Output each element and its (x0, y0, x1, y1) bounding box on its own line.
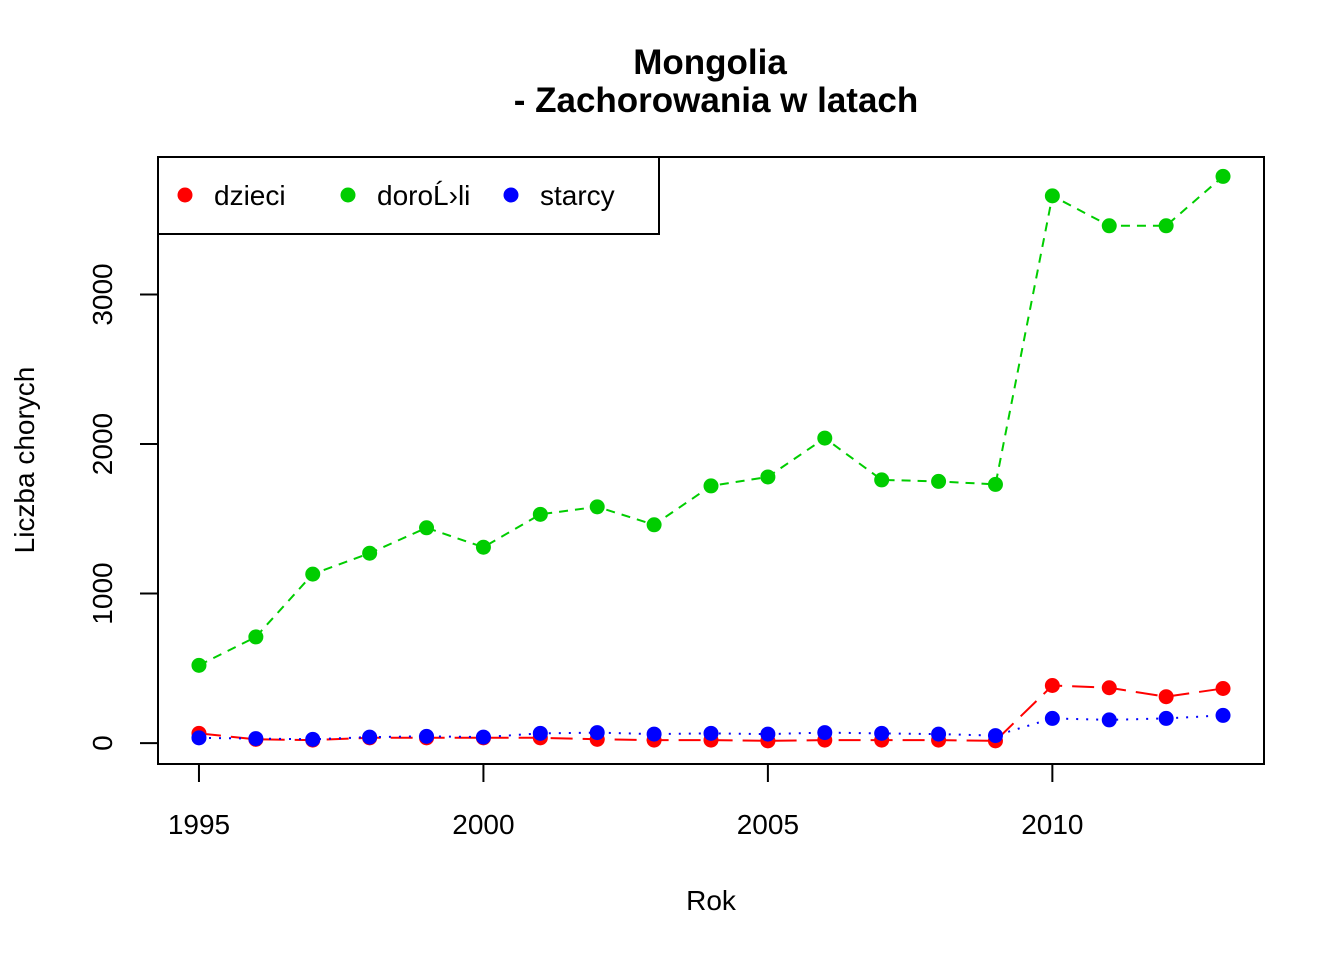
data-point (1158, 710, 1174, 726)
data-point (248, 629, 264, 645)
x-axis: 1995 2000 2005 2010 (168, 763, 1084, 840)
data-point (817, 725, 833, 741)
data-point (191, 730, 207, 746)
data-point (987, 728, 1003, 744)
legend-marker (503, 187, 519, 203)
data-point (760, 469, 776, 485)
data-point (874, 725, 890, 741)
data-point (703, 478, 719, 494)
data-point (589, 725, 605, 741)
data-point (1101, 712, 1117, 728)
data-point (532, 725, 548, 741)
data-point (1044, 188, 1060, 204)
data-point (589, 499, 605, 515)
data-point (1158, 218, 1174, 234)
plot-frame (157, 156, 1265, 765)
data-point (760, 726, 776, 742)
data-point (1215, 680, 1231, 696)
x-tick-label: 2005 (737, 809, 799, 840)
chart-title-line2: - Zachorowania w latach (514, 81, 919, 120)
data-point (362, 545, 378, 561)
x-axis-label: Rok (686, 885, 737, 916)
series-line (198, 175, 1224, 667)
data-point (1044, 678, 1060, 694)
data-point (1215, 707, 1231, 723)
legend-label: doroĹ›li (377, 180, 470, 211)
data-point (1215, 168, 1231, 184)
data-point (419, 728, 435, 744)
legend-box (157, 156, 660, 235)
data-point (305, 566, 321, 582)
y-axis: 0 1000 2000 3000 (87, 263, 159, 751)
data-point (1101, 218, 1117, 234)
y-axis-label: Liczba chorych (9, 367, 40, 554)
chart-title-line1: Mongolia (633, 43, 787, 82)
series-1 (191, 168, 1231, 673)
data-point (931, 473, 947, 489)
data-point (646, 517, 662, 533)
data-point (419, 520, 435, 536)
legend-label: starcy (540, 180, 615, 211)
y-tick-label: 3000 (87, 263, 118, 325)
data-point (874, 472, 890, 488)
data-point (475, 729, 491, 745)
data-point (817, 430, 833, 446)
x-tick-label: 2000 (452, 809, 514, 840)
data-point (646, 726, 662, 742)
data-point (703, 725, 719, 741)
legend: dzieci doroĹ›li starcy (157, 156, 660, 235)
data-point (248, 731, 264, 747)
data-point (362, 729, 378, 745)
data-point (191, 657, 207, 673)
x-tick-label: 1995 (168, 809, 230, 840)
series-2 (191, 707, 1231, 747)
series-layer (191, 168, 1231, 749)
data-point (1158, 689, 1174, 705)
x-tick-label: 2010 (1021, 809, 1083, 840)
y-tick-label: 2000 (87, 413, 118, 475)
data-point (987, 476, 1003, 492)
legend-marker (177, 187, 193, 203)
data-point (532, 506, 548, 522)
data-point (475, 539, 491, 555)
data-point (305, 731, 321, 747)
y-tick-label: 0 (87, 735, 118, 751)
y-tick-label: 1000 (87, 562, 118, 624)
data-point (1101, 680, 1117, 696)
legend-marker (340, 187, 356, 203)
legend-label: dzieci (214, 180, 286, 211)
data-point (931, 726, 947, 742)
data-point (1044, 710, 1060, 726)
